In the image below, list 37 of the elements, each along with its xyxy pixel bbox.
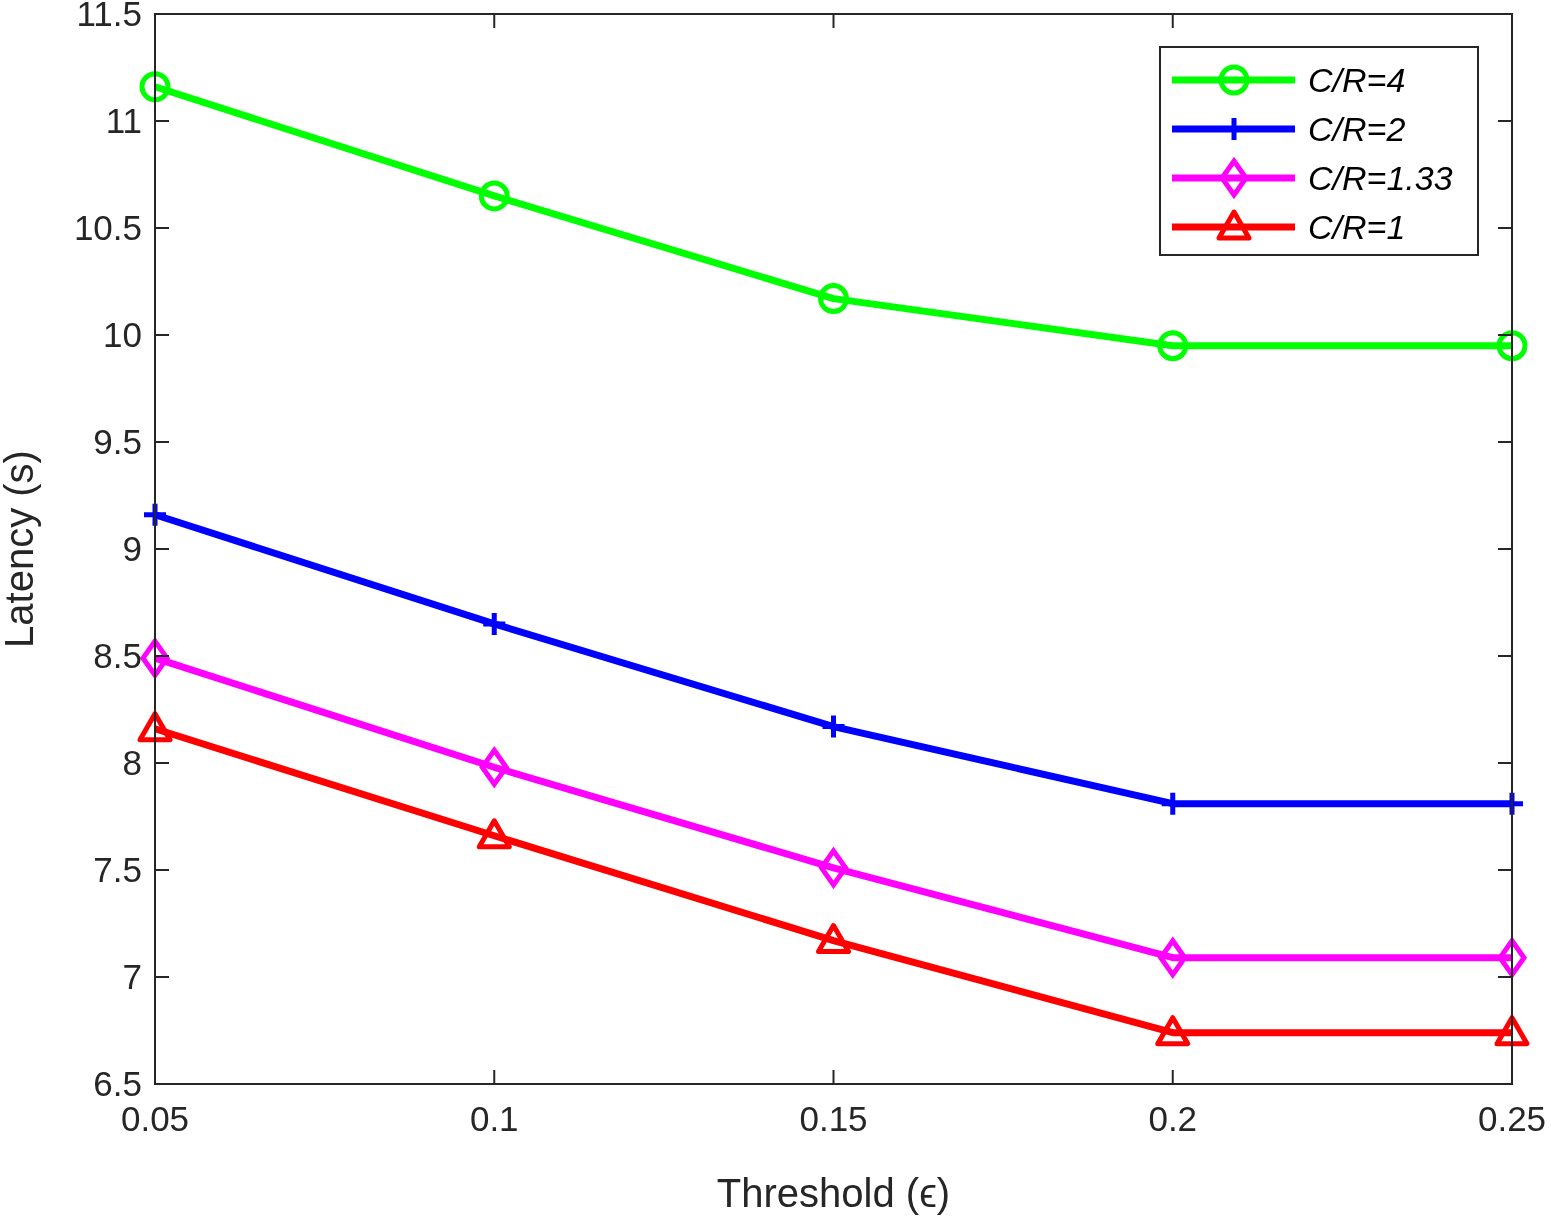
point [818,283,849,315]
x-tick-label: 0.1 [469,1099,519,1138]
legend-label: C/R=4 [1308,61,1406,99]
x-tick-label: 0.15 [799,1099,868,1138]
legend-label: C/R=1 [1308,208,1406,246]
y-tick-label: 10 [103,315,142,354]
y-axis-title: Latency (s) [0,450,41,648]
point [476,818,512,850]
point [140,638,170,678]
point [1496,330,1528,362]
y-tick-label: 9.5 [93,422,142,461]
point [818,846,849,890]
point [139,71,171,103]
x-axis-title: Threshold (ϵ) [716,1171,951,1215]
y-tick-label: 7.5 [93,850,142,889]
point [1497,938,1527,978]
point [816,923,851,955]
y-tick-label: 9 [122,529,142,568]
x-tick-label: 0.25 [1477,1099,1547,1138]
point [1157,330,1189,362]
y-tick-label: 10.5 [73,208,142,247]
y-tick-label: 11.5 [76,0,142,33]
point [822,715,845,738]
point [483,612,506,635]
point [478,180,510,212]
x-tick-label: 0.2 [1148,1099,1198,1138]
point [137,711,173,743]
point [1158,938,1188,978]
y-tick-label: 11 [105,101,142,140]
y-tick-label: 8.5 [93,636,142,675]
y-tick-label: 7 [122,957,142,996]
y-tick-label: 8 [122,743,142,782]
legend-label: C/R=1.33 [1308,159,1453,197]
point [479,747,509,787]
legend-label: C/R=2 [1308,110,1406,148]
point [1155,1015,1191,1047]
point [1494,1015,1530,1047]
